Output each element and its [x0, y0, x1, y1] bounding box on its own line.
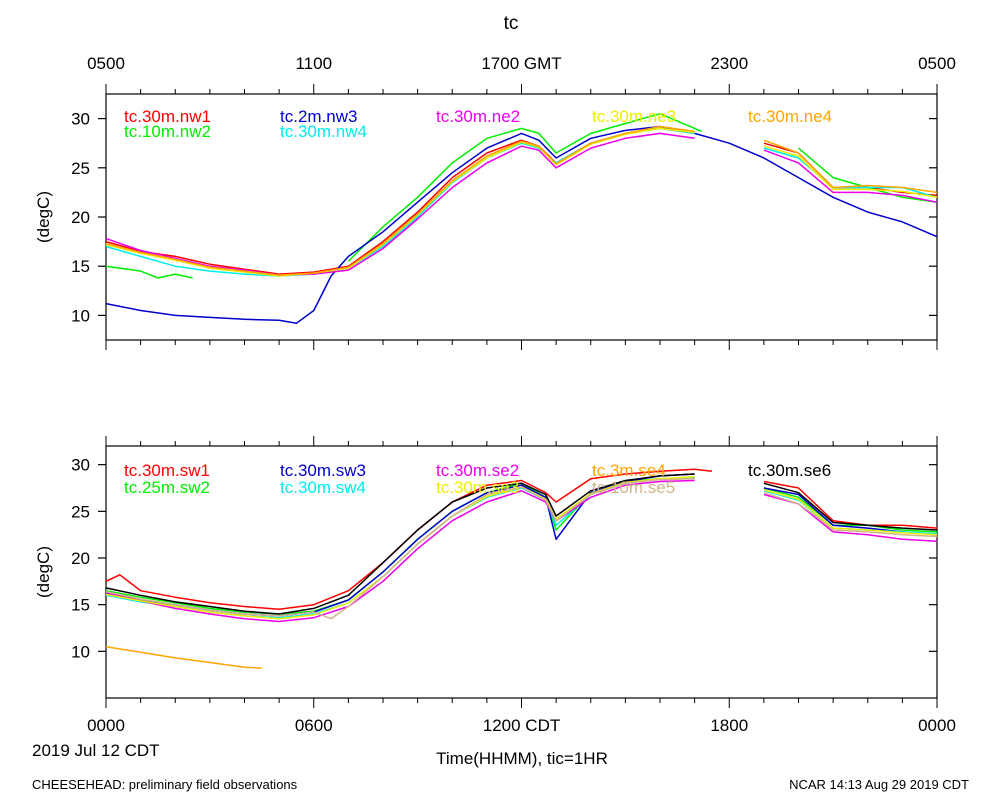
legend-label: tc.30m.se6: [748, 461, 831, 480]
legend-label: tc.30m.se3: [436, 478, 519, 497]
series-line-tc-30m-ne2: [105, 132, 938, 276]
y-tick-label: 10: [71, 642, 90, 661]
y-axis-label: (degC): [34, 191, 53, 243]
series-line-tc-2m-nw3: [105, 125, 938, 325]
series-line-tc-30m-se6: [105, 473, 938, 615]
series-line-tc-30m-sw4: [105, 476, 938, 619]
gmt-tick-label: 0500: [918, 54, 956, 73]
date-label: 2019 Jul 12 CDT: [32, 741, 160, 760]
series-line-tc-30m-se3: [105, 476, 938, 620]
x-tick-label: 0000: [918, 716, 956, 735]
footer-right-note: NCAR 14:13 Aug 29 2019 CDT: [789, 777, 969, 792]
gmt-tick-label: 1700 GMT: [481, 54, 561, 73]
y-tick-label: 25: [71, 159, 90, 178]
legend-label: tc.10m.nw2: [124, 122, 211, 141]
y-tick-label: 30: [71, 456, 90, 475]
y-tick-label: 20: [71, 208, 90, 227]
x-tick-label: 1200 CDT: [483, 716, 560, 735]
legend-label: tc.30m.se2: [436, 461, 519, 480]
plot-frame: [105, 93, 938, 341]
y-tick-label: 20: [71, 549, 90, 568]
series-line-tc-30m-ne3: [105, 127, 938, 277]
x-tick-label: 0600: [295, 716, 333, 735]
legend-label: tc.30m.nw1: [124, 107, 211, 126]
series-line-tc-30m-ne4: [105, 125, 938, 276]
series-line-tc-10m-se5: [105, 477, 938, 620]
series-line-tc-25m-sw2: [105, 477, 938, 615]
y-tick-label: 15: [71, 257, 90, 276]
gmt-tick-label: 1100: [295, 54, 332, 73]
series-line-tc-3m-se4: [105, 645, 262, 669]
gmt-tick-label: 0500: [87, 54, 125, 73]
legend-label: tc.30m.sw1: [124, 461, 210, 480]
legend-label: tc.30m.ne4: [748, 107, 832, 126]
legend-label: tc.30m.nw4: [280, 122, 367, 141]
gmt-tick-labels: 0500 1100 1700 GMT 2300 0500: [87, 54, 956, 73]
footer-left-note: CHEESEHEAD: preliminary field observatio…: [32, 777, 298, 792]
legend-label: tc.30m.sw3: [280, 461, 366, 480]
x-tick-label: 0000: [87, 716, 125, 735]
y-axis-label: (degC): [34, 546, 53, 598]
y-tick-label: 30: [71, 110, 90, 129]
legend-label: tc.10m.se5: [592, 478, 675, 497]
x-tick-label: 1800: [710, 716, 748, 735]
legend-label: tc.3m.se4: [592, 461, 666, 480]
series-line-tc-10m-nw2: [105, 112, 938, 279]
lower-panel: 10 15 20 25 30 0000 0600 1200 CDT 1800 0000 (degC)…: [34, 436, 956, 735]
legend-label: tc.30m.sw4: [280, 478, 366, 497]
gmt-tick-label: 2300: [710, 54, 748, 73]
legend-label: tc.30m.ne2: [436, 107, 520, 126]
y-tick-label: 25: [71, 502, 90, 521]
legend-label: tc.25m.sw2: [124, 478, 210, 497]
series-line-tc-30m-nw4: [105, 127, 938, 277]
legend-label: tc.2m.nw3: [280, 107, 357, 126]
x-axis-label: Time(HHMM), tic=1HR: [436, 749, 608, 768]
series-line-tc-30m-sw3: [105, 473, 938, 617]
chart-title: tc: [504, 13, 519, 34]
y-tick-label: 10: [71, 306, 90, 325]
legend-label: tc.30m.ne3: [592, 107, 676, 126]
series-line-tc-30m-nw1: [105, 127, 938, 275]
y-tick-label: 15: [71, 596, 90, 615]
